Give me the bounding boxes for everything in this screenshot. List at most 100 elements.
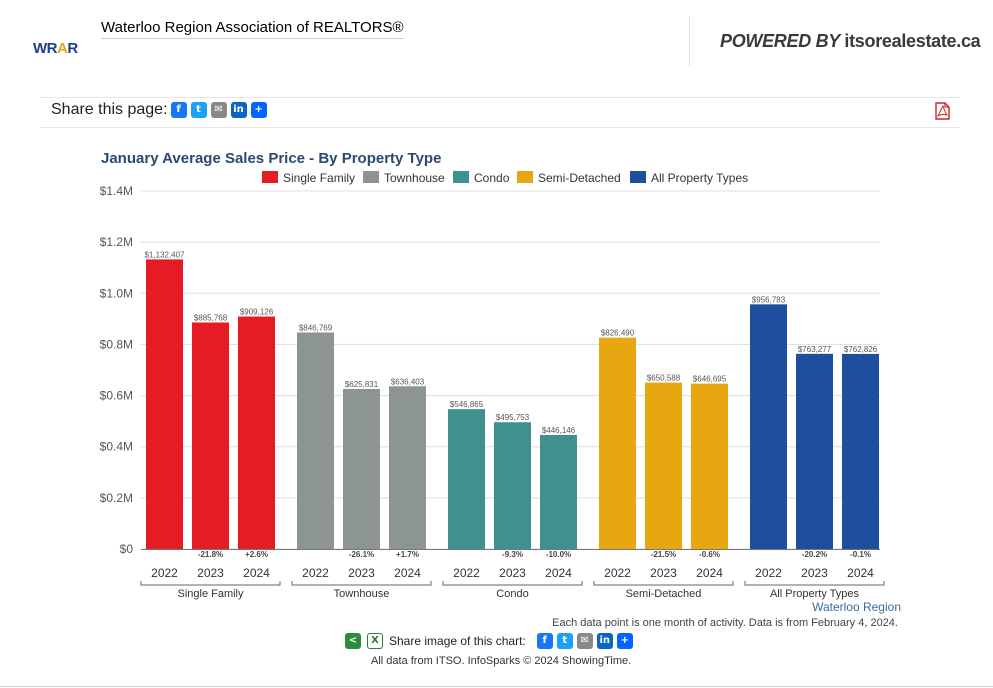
powered-prefix: POWERED BY [720,31,840,51]
bar-1-2 [389,386,426,549]
share-page-label: Share this page: [51,101,168,118]
bar-2-2 [540,434,577,549]
share-page-bar: Share this page: f t ✉ in + [51,101,267,119]
year-label-3-2: 2024 [696,566,723,580]
twitter-icon[interactable]: t [190,102,207,118]
year-label-1-0: 2022 [302,566,329,580]
ytick-label-7: $1.4M [100,184,133,198]
data-credits: All data from ITSO. InfoSparks © 2024 Sh… [371,655,632,667]
ytick-label-6: $1.2M [100,235,133,249]
page-header: WRAR Waterloo Region Association of REAL… [0,0,993,80]
legend-label-3: Semi-Detached [538,171,621,185]
bar-3-1 [645,382,682,549]
group-bracket-2 [442,581,583,586]
bar-4-0 [750,304,787,549]
facebook-icon[interactable]: f [170,102,187,118]
group-label-0: Single Family [177,588,244,600]
year-label-0-2: 2024 [243,566,270,580]
bar-3-0 [599,337,636,549]
share-chart-label: Share image of this chart: [389,634,526,648]
legend-label-2: Condo [474,171,510,185]
chart-email-icon[interactable]: ✉ [576,633,593,649]
region-label: Waterloo Region [812,600,901,614]
year-label-4-0: 2022 [755,566,782,580]
bar-value-label-0-0: $1,132,407 [144,250,185,259]
excel-export-icon[interactable]: X [367,633,383,649]
bar-value-label-4-1: $763,277 [798,345,832,354]
bar-value-label-3-0: $826,490 [601,329,635,338]
bar-value-label-1-0: $846,769 [299,323,333,332]
legend-label-0: Single Family [283,171,355,185]
divider-top [40,97,960,98]
sales-price-chart: January Average Sales Price - By Propert… [100,150,901,629]
linkedin-icon[interactable]: in [230,102,247,118]
bar-value-label-3-1: $650,588 [647,374,681,383]
change-label-1-2: +1.7% [396,550,419,559]
legend-label-4: All Property Types [651,171,748,185]
change-label-1-1: -26.1% [349,550,374,559]
bar-value-label-4-2: $762,826 [844,345,878,354]
powered-by[interactable]: POWERED BY itsorealestate.ca [720,31,981,52]
bar-value-label-3-2: $646,695 [693,375,727,384]
email-icon[interactable]: ✉ [210,102,227,118]
group-label-2: Condo [496,588,528,600]
bar-4-2 [842,353,879,549]
change-label-2-1: -9.3% [502,550,523,559]
bar-2-1 [494,422,531,549]
legend-swatch-2 [453,171,469,183]
change-label-2-2: -10.0% [546,550,571,559]
year-label-1-1: 2023 [348,566,375,580]
chart-title: January Average Sales Price - By Propert… [101,150,441,167]
bar-value-label-0-1: $885,768 [194,313,228,322]
share-plus-icon[interactable]: + [250,102,267,118]
change-label-3-1: -21.5% [651,550,676,559]
bar-value-label-0-2: $909,126 [240,308,274,317]
group-bracket-3 [593,581,734,586]
bar-value-label-2-1: $495,753 [496,413,530,422]
association-name: Waterloo Region Association of REALTORS® [101,19,404,39]
group-label-1: Townhouse [334,588,390,600]
bar-value-label-4-0: $956,783 [752,295,786,304]
bar-0-0 [146,259,183,549]
ytick-label-4: $0.8M [100,337,133,351]
chart-share-plus-icon[interactable]: + [616,633,633,649]
share-chart-icons: f t ✉ in + [536,633,633,649]
year-label-4-2: 2024 [847,566,874,580]
ytick-label-1: $0.2M [100,491,133,505]
change-label-3-2: -0.6% [699,550,720,559]
page-bottom-border [0,686,993,687]
change-label-4-2: -0.1% [850,550,871,559]
legend-label-1: Townhouse [384,171,445,185]
bar-value-label-2-2: $446,146 [542,426,576,435]
bar-value-label-1-2: $636,403 [391,377,425,386]
bar-1-0 [297,332,334,549]
change-label-4-1: -20.2% [802,550,827,559]
chart-twitter-icon[interactable]: t [556,633,573,649]
bar-0-1 [192,322,229,549]
legend-swatch-1 [363,171,379,183]
change-label-0-2: +2.6% [245,550,268,559]
ytick-label-0: $0 [120,542,134,556]
group-label-3: Semi-Detached [626,588,702,600]
data-note: Each data point is one month of activity… [552,617,898,629]
chart-share-bar: < X Share image of this chart: f t ✉ in + [345,633,633,649]
chart-facebook-icon[interactable]: f [536,633,553,649]
bar-2-0 [448,409,485,549]
group-bracket-1 [291,581,432,586]
bar-value-label-1-1: $625,831 [345,380,379,389]
year-label-2-1: 2023 [499,566,526,580]
bar-1-1 [343,388,380,549]
group-label-4: All Property Types [770,588,860,600]
header-divider [689,16,690,66]
share-chart-icon[interactable]: < [345,633,361,649]
chart-linkedin-icon[interactable]: in [596,633,613,649]
divider-bottom [40,127,960,128]
wrar-logo[interactable]: WRAR [33,40,78,57]
ytick-label-5: $1.0M [100,286,133,300]
pdf-icon[interactable] [934,102,950,120]
group-bracket-4 [744,581,885,586]
legend-swatch-3 [517,171,533,183]
bar-3-2 [691,383,728,549]
year-label-0-1: 2023 [197,566,224,580]
bar-4-1 [796,353,833,549]
